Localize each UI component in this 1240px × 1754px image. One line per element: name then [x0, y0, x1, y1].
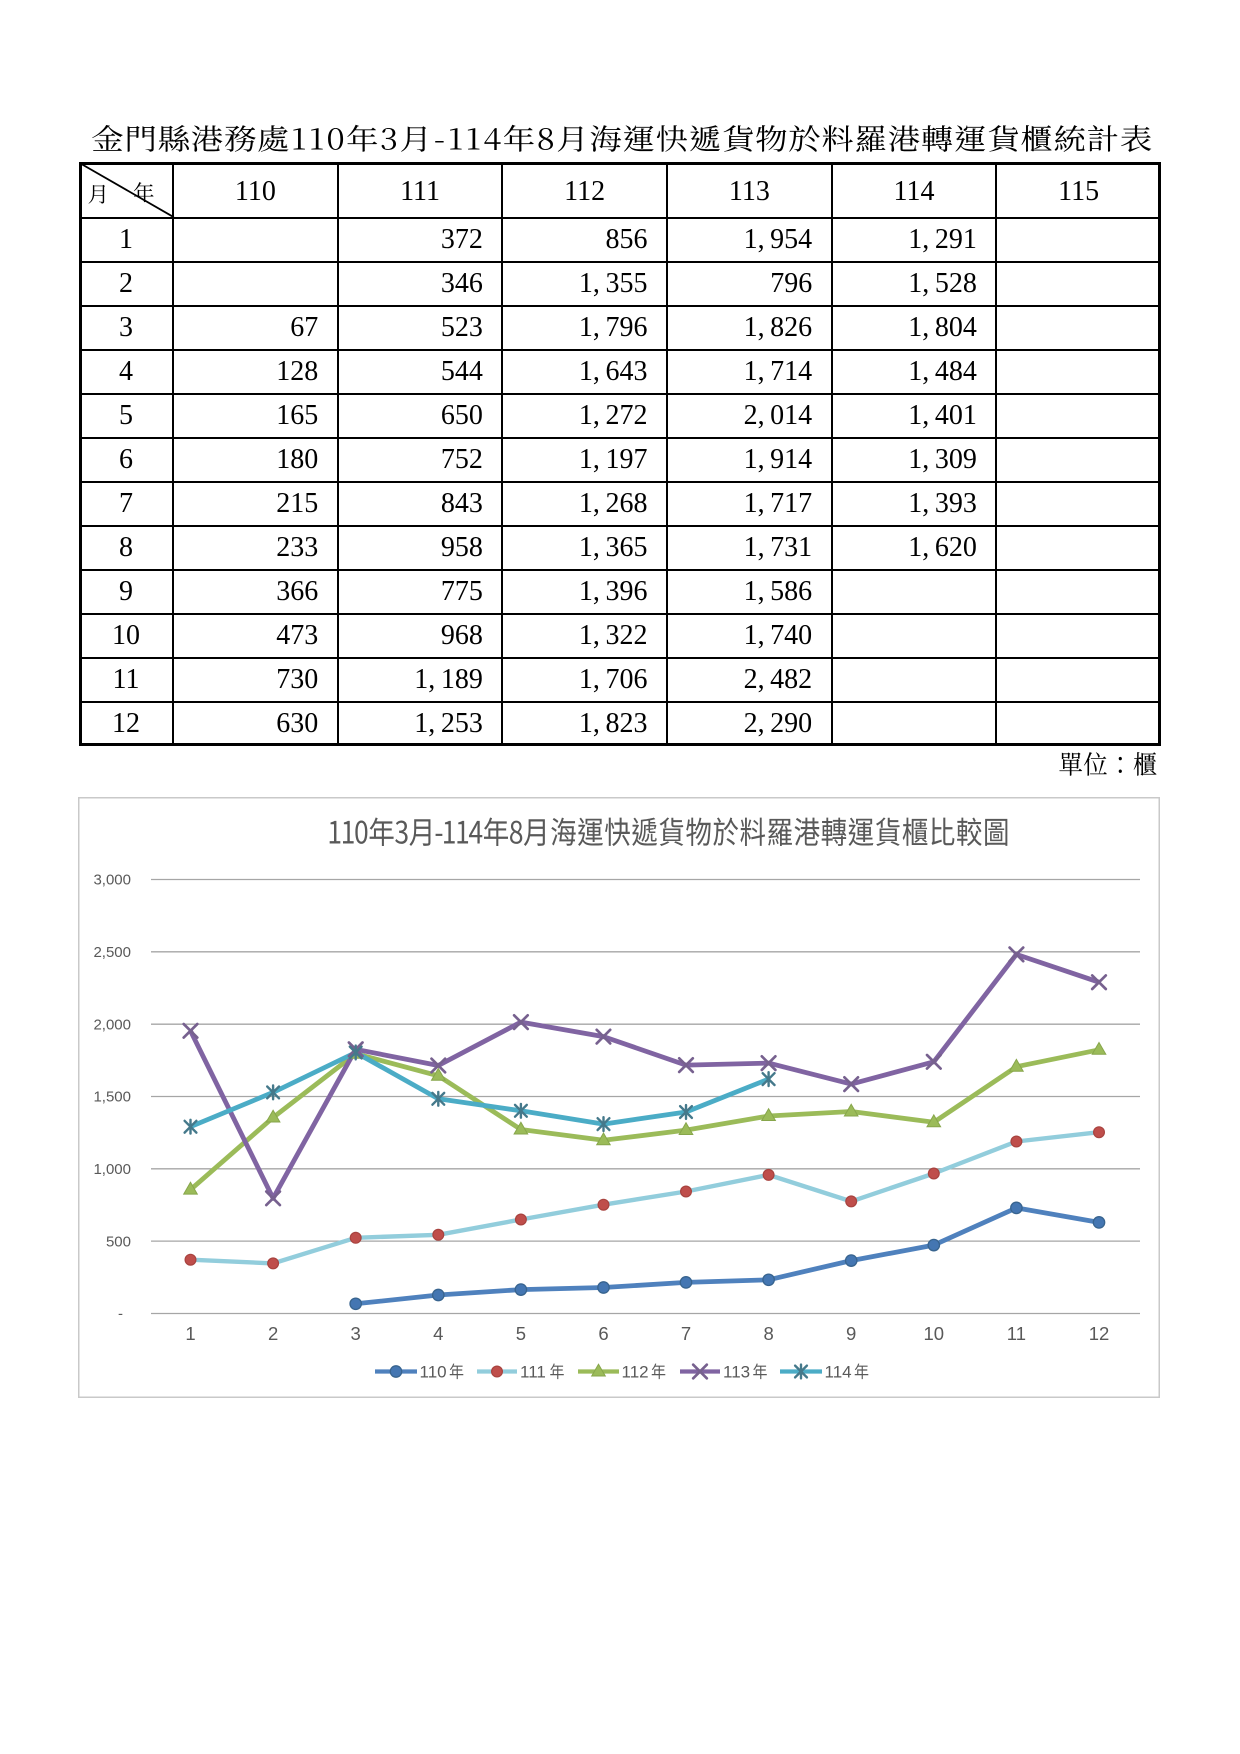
svg-text:4: 4 — [433, 1323, 443, 1344]
svg-text:11: 11 — [1007, 1323, 1026, 1344]
svg-text:1,000: 1,000 — [93, 1161, 131, 1178]
svg-text:-: - — [118, 1306, 123, 1323]
svg-text:6: 6 — [598, 1323, 608, 1344]
svg-text:8: 8 — [763, 1323, 773, 1344]
svg-text:5: 5 — [516, 1323, 526, 1344]
svg-text:3,000: 3,000 — [93, 872, 131, 889]
svg-text:500: 500 — [106, 1233, 131, 1250]
svg-text:114: 114 — [825, 1363, 852, 1382]
svg-text:1,500: 1,500 — [93, 1089, 131, 1106]
svg-text:113: 113 — [723, 1363, 750, 1382]
svg-text:2,500: 2,500 — [93, 944, 131, 961]
svg-text:10: 10 — [924, 1323, 945, 1344]
svg-text:2,000: 2,000 — [93, 1016, 131, 1033]
svg-text:3: 3 — [351, 1323, 361, 1344]
svg-text:12: 12 — [1089, 1323, 1110, 1344]
svg-text:9: 9 — [846, 1323, 856, 1344]
svg-text:112: 112 — [622, 1363, 649, 1382]
svg-text:111: 111 — [520, 1363, 546, 1382]
svg-text:7: 7 — [681, 1323, 691, 1344]
svg-text:1: 1 — [185, 1323, 195, 1344]
svg-text:2: 2 — [268, 1323, 278, 1344]
svg-text:110: 110 — [420, 1363, 447, 1382]
